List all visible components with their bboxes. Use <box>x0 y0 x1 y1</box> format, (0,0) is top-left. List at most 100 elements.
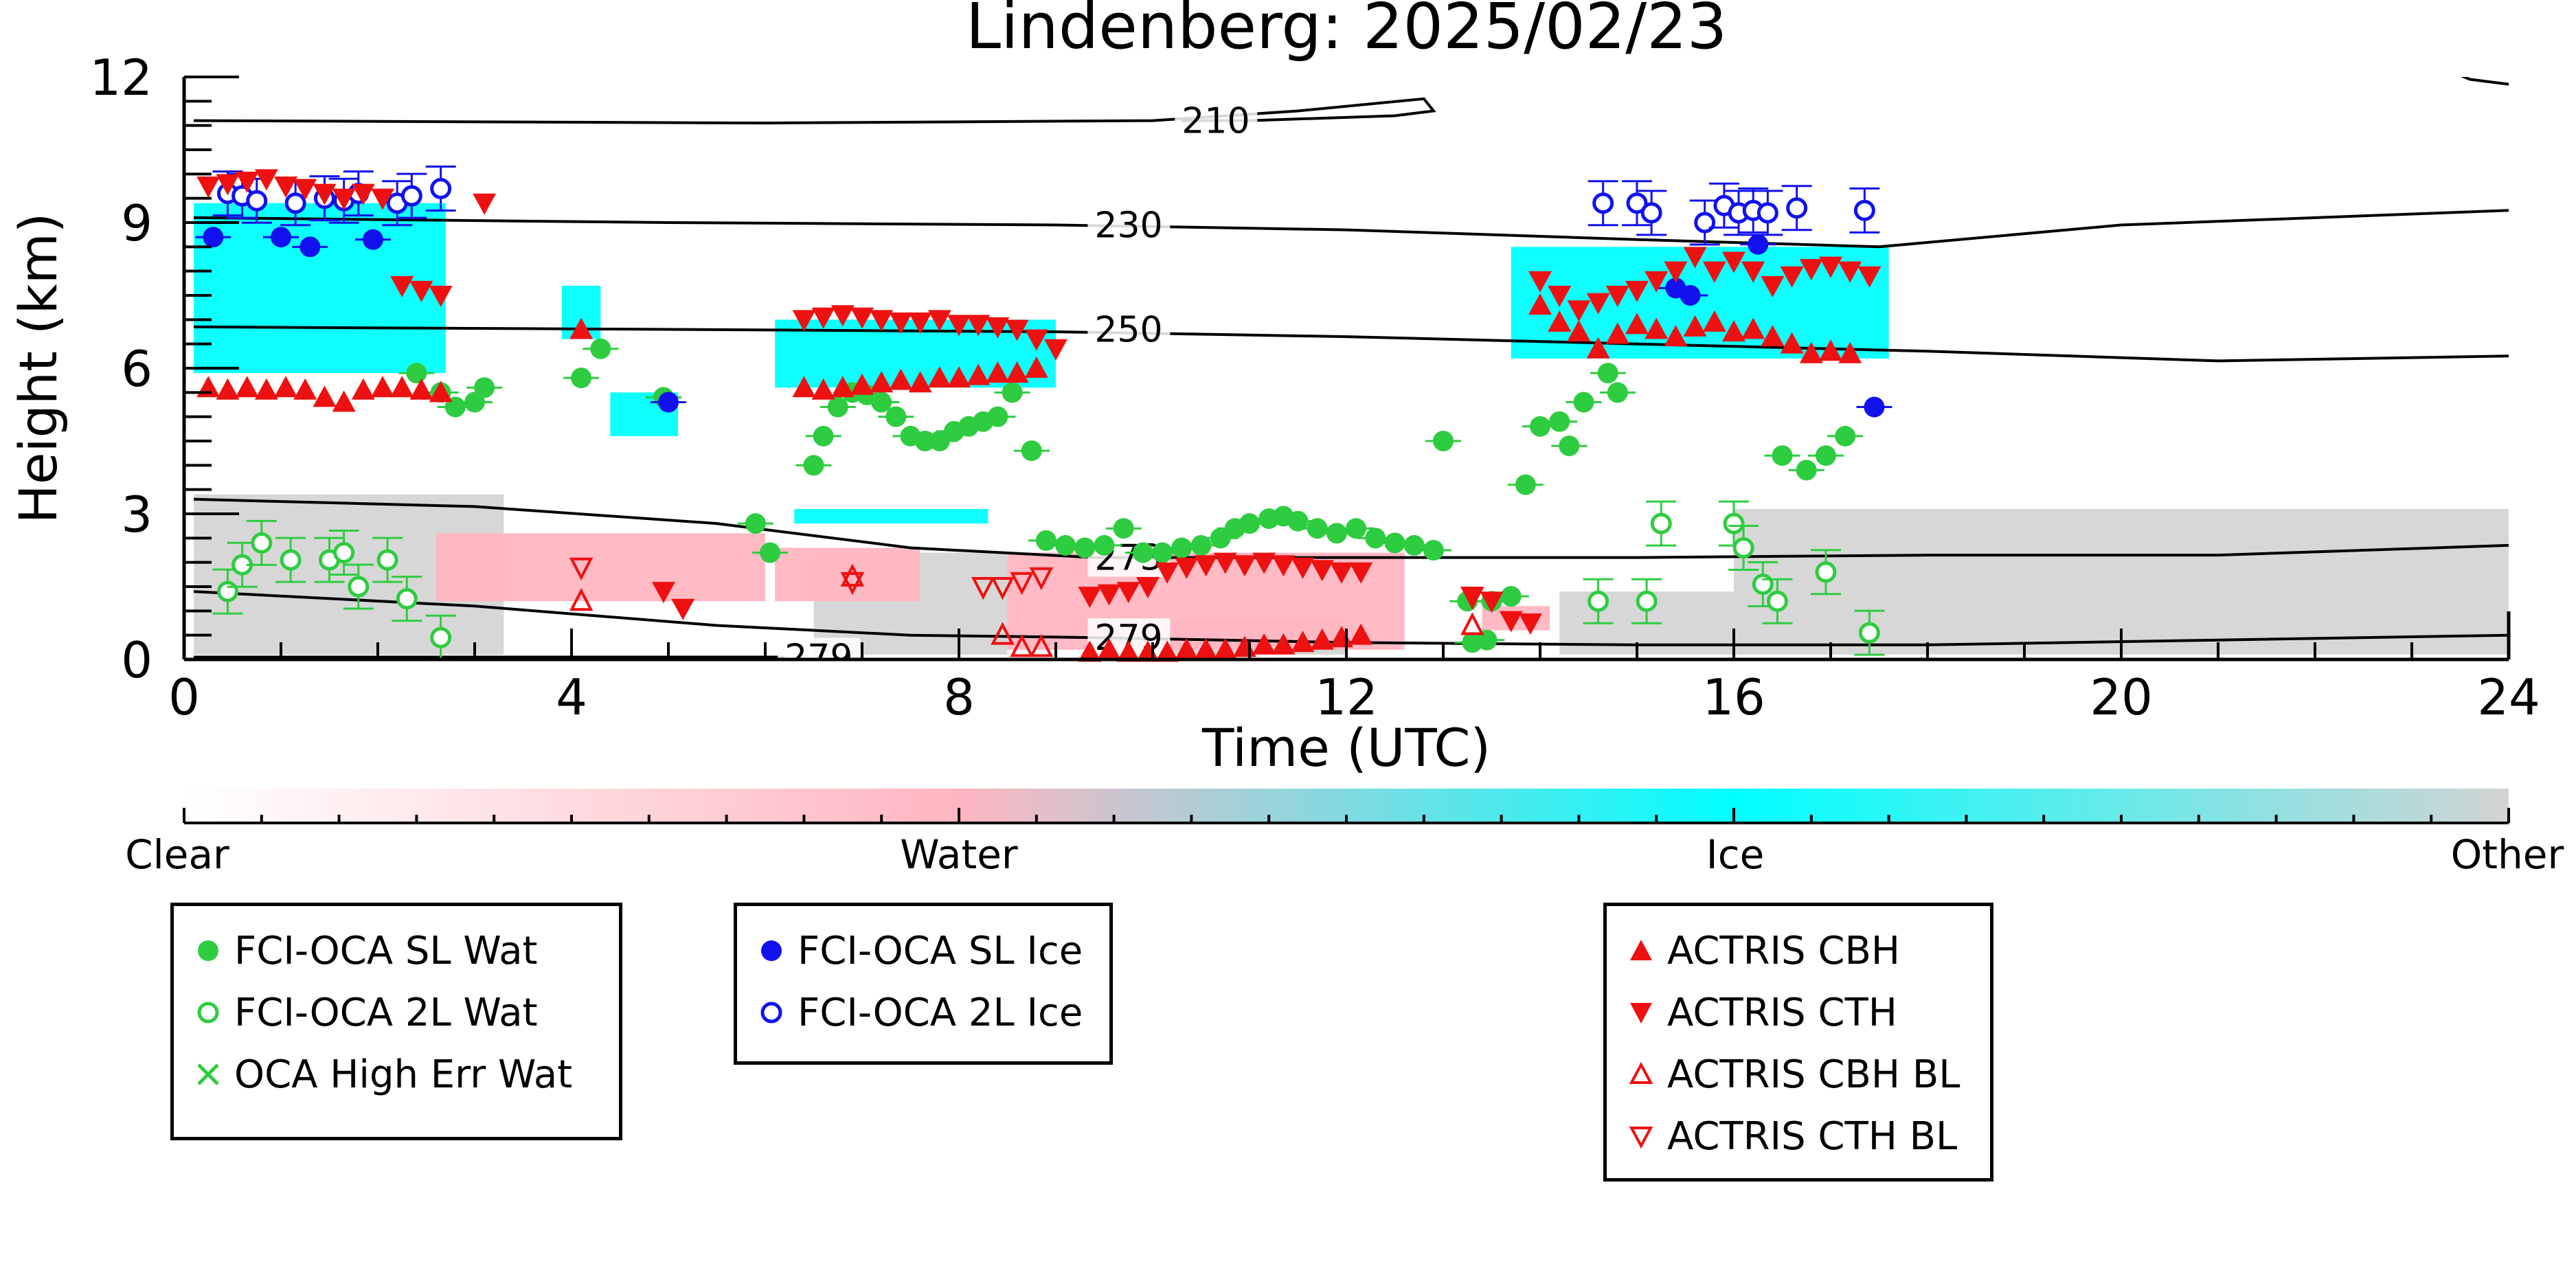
chart-title: Lindenberg: 2025/02/23 <box>966 0 1728 63</box>
data-point <box>1586 293 1610 315</box>
data-point <box>971 577 995 600</box>
data-point <box>1780 266 1804 288</box>
colorbar-label-other: Other <box>2451 831 2564 878</box>
data-point <box>1024 357 1048 378</box>
data-point <box>850 307 874 329</box>
data-point <box>473 193 497 215</box>
data-point <box>1766 590 1788 612</box>
data-point <box>1349 623 1373 645</box>
data-point <box>1291 631 1315 653</box>
data-point <box>1346 518 1367 539</box>
data-point <box>362 229 383 250</box>
data-point <box>1155 562 1179 584</box>
data-point <box>1626 192 1648 214</box>
contour-label-bg <box>1087 310 1171 349</box>
data-point <box>274 376 298 398</box>
data-point <box>986 361 1010 383</box>
data-point <box>1567 300 1591 322</box>
data-point <box>246 190 268 212</box>
data-point <box>760 542 781 563</box>
contour-line <box>193 590 2509 646</box>
data-point <box>1597 363 1618 384</box>
data-point <box>745 513 766 534</box>
data-point <box>1732 536 1754 558</box>
y-tick-label: 6 <box>121 340 152 398</box>
data-point <box>1078 587 1102 609</box>
data-point <box>1132 542 1153 563</box>
x-tick-label: 8 <box>943 668 975 726</box>
x-tick-label: 4 <box>556 668 587 726</box>
data-point <box>1252 552 1276 574</box>
data-point <box>792 376 816 398</box>
data-point <box>1423 540 1444 561</box>
data-point <box>1625 313 1649 335</box>
data-point <box>1723 512 1745 534</box>
data-point <box>1287 510 1309 532</box>
data-point <box>1683 315 1707 337</box>
data-point <box>1010 633 1034 657</box>
data-point <box>464 392 485 413</box>
data-point <box>430 626 452 648</box>
data-point <box>571 368 592 389</box>
data-point <box>1194 637 1218 659</box>
data-point <box>1799 259 1823 281</box>
data-point <box>429 381 453 403</box>
data-point <box>1029 633 1054 657</box>
data-point <box>1838 261 1862 283</box>
data-point <box>1819 256 1842 278</box>
data-point <box>908 312 932 334</box>
data-point <box>1500 586 1522 607</box>
data-point <box>216 378 240 400</box>
data-point <box>967 363 991 385</box>
data-point <box>1636 590 1658 612</box>
data-point <box>927 310 951 332</box>
data-point <box>1605 322 1629 344</box>
data-point <box>1213 552 1237 574</box>
contour-label: 250 <box>1094 309 1162 350</box>
data-point <box>235 171 259 193</box>
data-point <box>254 169 278 191</box>
data-point <box>991 577 1015 600</box>
data-point <box>371 188 395 210</box>
data-point <box>1761 275 1785 297</box>
open-circle-icon <box>197 1002 219 1024</box>
data-point <box>651 582 675 604</box>
legend-item: ACTRIS CTH BL <box>1626 1105 1990 1167</box>
data-point <box>196 376 221 398</box>
data-point <box>396 588 418 610</box>
data-point <box>1005 361 1029 383</box>
contour-label: 210 <box>1182 101 1250 142</box>
data-point <box>1272 555 1296 577</box>
data-point <box>333 542 355 564</box>
retrieval-markers <box>195 166 1893 662</box>
data-point <box>658 392 679 413</box>
data-point <box>1722 320 1745 341</box>
data-point <box>293 378 317 400</box>
data-point <box>1748 234 1769 255</box>
data-point <box>1433 431 1454 451</box>
data-point <box>1460 612 1484 635</box>
data-point <box>1680 285 1701 306</box>
data-point <box>1152 542 1173 563</box>
data-point <box>371 376 395 398</box>
data-point <box>390 376 414 398</box>
data-point <box>1499 611 1523 633</box>
x-axis-label: Time (UTC) <box>1201 717 1491 778</box>
data-point <box>348 576 370 598</box>
data-point <box>332 390 356 412</box>
contour-line <box>194 209 2509 249</box>
colorbar-label-clear: Clear <box>125 831 229 878</box>
data-point <box>1650 512 1672 534</box>
data-point <box>987 406 1008 427</box>
data-point <box>986 317 1010 339</box>
legend-label: FCI-OCA SL Ice <box>798 928 1083 973</box>
data-point <box>1403 534 1425 556</box>
data-point <box>827 396 848 418</box>
contour-line <box>194 325 2509 363</box>
filled-circle-icon <box>198 940 218 961</box>
data-point <box>569 317 594 339</box>
data-point <box>813 425 834 447</box>
x-mark-icon <box>197 1063 219 1085</box>
data-point <box>1573 392 1594 413</box>
